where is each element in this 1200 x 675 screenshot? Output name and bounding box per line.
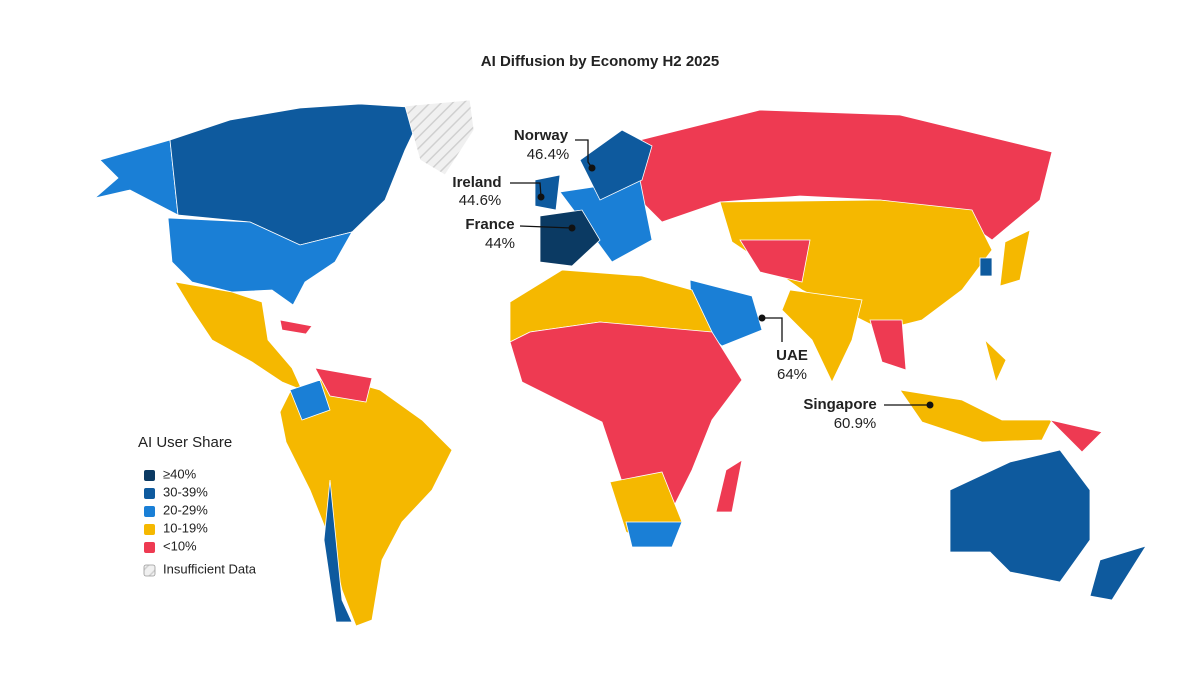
philippines: [984, 338, 1007, 384]
nordics: [579, 129, 653, 201]
callout-name: UAE: [776, 347, 808, 364]
india: [781, 289, 863, 383]
uk-ireland: [534, 174, 561, 211]
papua-new-guinea: [1048, 419, 1103, 453]
legend-swatch: [144, 488, 155, 499]
venezuela: [314, 367, 373, 403]
legend-swatch: [144, 524, 155, 535]
callout-name: France: [465, 216, 514, 233]
land-masses: [94, 99, 1147, 627]
legend-title: AI User Share: [138, 434, 232, 451]
callout-name: Norway: [514, 127, 569, 144]
marker: [926, 401, 934, 409]
sub-saharan-africa: [509, 321, 743, 513]
legend-swatch: [144, 470, 155, 481]
callout-value: 64%: [777, 366, 807, 383]
callout-value: 46.4%: [527, 146, 570, 163]
marker: [537, 193, 545, 201]
callout-name: Singapore: [803, 396, 876, 413]
colombia: [289, 379, 331, 421]
madagascar: [715, 459, 743, 513]
usa: [167, 217, 353, 306]
legend-label: ≥40%: [163, 466, 197, 481]
callout-value: 44%: [485, 235, 515, 252]
legend-label: 10-19%: [163, 520, 208, 535]
central-asia: [739, 239, 811, 283]
callouts: Norway 46.4% Ireland 44.6% France 44% UA…: [452, 127, 934, 432]
marker: [568, 224, 576, 232]
japan: [999, 229, 1031, 287]
alaska: [94, 139, 179, 216]
legend-label: Insufficient Data: [163, 561, 257, 576]
legend-swatch: [143, 564, 156, 577]
caribbean: [279, 319, 313, 335]
leader-line: [510, 182, 542, 198]
australia: [949, 449, 1091, 583]
legend-label: <10%: [163, 538, 197, 553]
south-america: [279, 375, 453, 627]
greenland: [404, 99, 475, 176]
legend-label: 20-29%: [163, 502, 208, 517]
legend-swatch: [144, 542, 155, 553]
south-africa: [625, 521, 683, 548]
chile: [323, 479, 353, 623]
legend-label: 30-39%: [163, 484, 208, 499]
marker: [588, 164, 596, 172]
callout-value: 44.6%: [459, 192, 502, 209]
canada: [169, 103, 426, 246]
callout-name: Ireland: [452, 174, 501, 191]
france-iberia: [539, 209, 601, 267]
korea: [979, 257, 993, 277]
indonesia: [899, 389, 1053, 443]
new-zealand: [1089, 545, 1147, 601]
leader-line: [762, 317, 783, 342]
legend-swatch: [144, 506, 155, 517]
marker: [758, 314, 766, 322]
leader-line: [575, 139, 593, 169]
map-title: AI Diffusion by Economy H2 2025: [481, 53, 719, 70]
leader-line: [519, 225, 573, 229]
callout-value: 60.9%: [834, 415, 877, 432]
mainland-southeast-asia: [869, 319, 907, 371]
legend: AI User Share ≥40% 30-39% 20-29% 10-19% <10%…: [138, 434, 257, 576]
